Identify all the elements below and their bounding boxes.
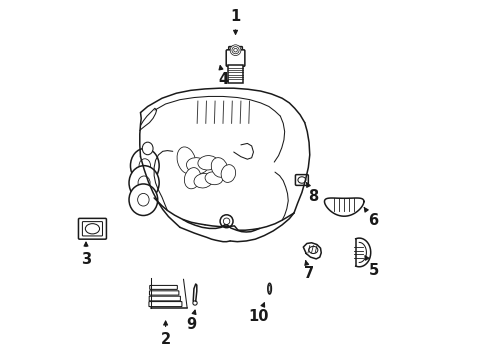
Ellipse shape: [139, 159, 150, 172]
Text: 7: 7: [304, 261, 313, 282]
Text: 3: 3: [81, 242, 91, 267]
Text: 10: 10: [247, 303, 268, 324]
Circle shape: [223, 218, 229, 225]
Text: 6: 6: [364, 207, 377, 228]
FancyBboxPatch shape: [226, 50, 244, 66]
Ellipse shape: [186, 158, 207, 174]
Text: 9: 9: [186, 310, 196, 332]
Ellipse shape: [204, 172, 223, 185]
Text: 4: 4: [218, 66, 227, 87]
FancyBboxPatch shape: [82, 222, 102, 236]
FancyBboxPatch shape: [228, 46, 242, 52]
Ellipse shape: [177, 147, 195, 174]
Ellipse shape: [268, 285, 270, 292]
Ellipse shape: [211, 158, 227, 177]
Ellipse shape: [129, 166, 159, 200]
FancyBboxPatch shape: [149, 302, 182, 307]
Ellipse shape: [130, 148, 159, 183]
Ellipse shape: [137, 193, 149, 206]
Ellipse shape: [308, 246, 317, 253]
Ellipse shape: [194, 174, 212, 188]
Ellipse shape: [85, 224, 100, 234]
Ellipse shape: [138, 176, 150, 190]
FancyBboxPatch shape: [149, 285, 177, 289]
Ellipse shape: [192, 301, 197, 305]
Circle shape: [233, 48, 237, 52]
FancyBboxPatch shape: [295, 175, 308, 185]
Ellipse shape: [184, 168, 200, 189]
Circle shape: [230, 45, 241, 55]
Text: 1: 1: [230, 9, 240, 34]
Ellipse shape: [129, 184, 158, 216]
Ellipse shape: [221, 165, 235, 183]
Text: 8: 8: [306, 183, 318, 204]
Ellipse shape: [142, 142, 153, 155]
Ellipse shape: [198, 156, 218, 170]
Text: 2: 2: [160, 321, 170, 347]
FancyBboxPatch shape: [78, 219, 106, 239]
FancyBboxPatch shape: [149, 291, 179, 295]
Circle shape: [220, 215, 233, 228]
Ellipse shape: [267, 283, 271, 294]
Text: 5: 5: [365, 256, 379, 278]
Circle shape: [231, 46, 239, 54]
Ellipse shape: [297, 177, 305, 183]
FancyBboxPatch shape: [149, 296, 180, 301]
FancyBboxPatch shape: [227, 64, 243, 83]
